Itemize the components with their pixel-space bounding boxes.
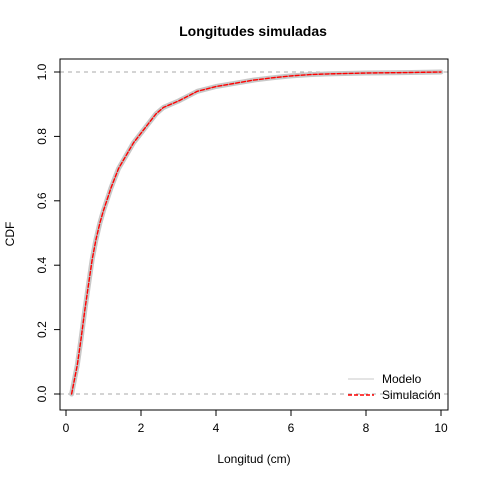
y-tick-label-3: 0.6	[35, 192, 49, 209]
series-line-0	[69, 69, 444, 397]
y-axis: 0.0 0.2 0.4 0.6 0.8 1.0	[35, 63, 61, 402]
x-tick-label-1: 2	[138, 421, 145, 435]
y-tick-label-0: 0.0	[35, 385, 49, 402]
y-tick-label-2: 0.4	[35, 257, 49, 274]
y-tick-label-5: 1.0	[35, 63, 49, 80]
x-tick-label-3: 6	[288, 421, 295, 435]
x-axis: 0 2 4 6 8 10	[63, 409, 448, 435]
legend: Modelo Simulación	[348, 372, 441, 402]
x-tick-label-5: 10	[434, 421, 448, 435]
y-tick-label-4: 0.8	[35, 128, 49, 145]
y-axis-label: CDF	[3, 222, 17, 247]
chart-title: Longitudes simuladas	[179, 23, 327, 39]
series-line-1	[70, 71, 442, 395]
legend-label-1: Simulación	[382, 388, 441, 402]
x-tick-label-2: 4	[213, 421, 220, 435]
x-axis-label: Longitud (cm)	[217, 452, 290, 466]
series-layer	[69, 69, 444, 397]
y-tick-label-1: 0.2	[35, 321, 49, 338]
x-tick-label-4: 8	[363, 421, 370, 435]
plot-frame	[59, 58, 449, 411]
legend-label-0: Modelo	[382, 372, 422, 386]
reference-lines	[60, 71, 448, 395]
x-tick-label-0: 0	[63, 421, 70, 435]
